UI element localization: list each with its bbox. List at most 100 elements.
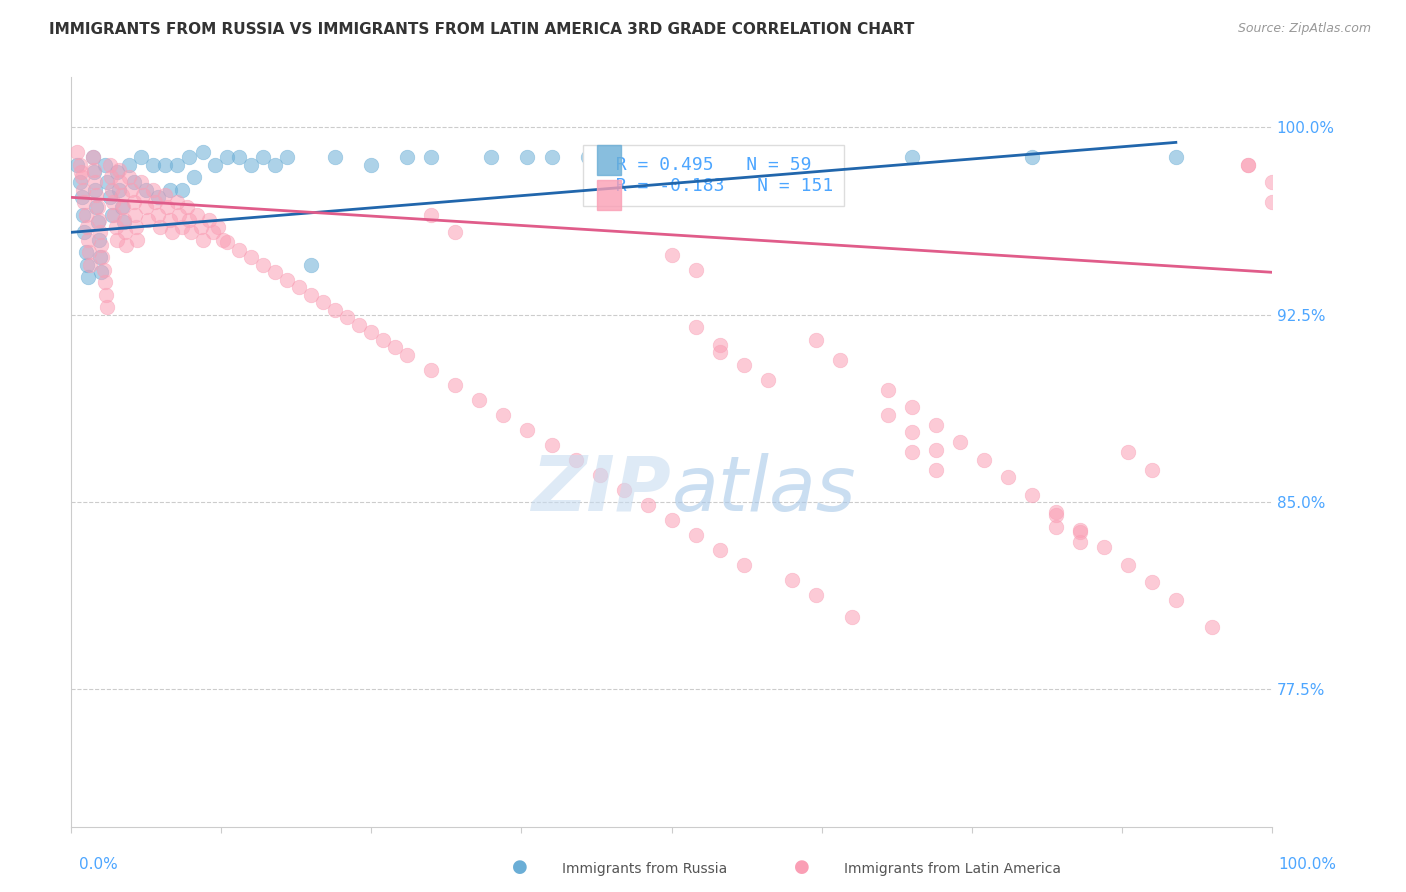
Point	[103, 208, 125, 222]
Point	[588, 467, 610, 482]
Point	[1069, 523, 1091, 537]
Point	[444, 225, 467, 239]
Point	[925, 417, 948, 432]
Point	[240, 158, 263, 172]
Point	[360, 158, 382, 172]
Point	[900, 425, 922, 439]
Point	[84, 183, 107, 197]
Point	[70, 170, 93, 185]
Point	[211, 233, 233, 247]
Point	[129, 175, 152, 189]
Point	[111, 200, 134, 214]
Point	[101, 208, 124, 222]
Point	[75, 245, 97, 260]
Point	[79, 258, 101, 272]
Point	[73, 195, 96, 210]
Text: ●: ●	[512, 858, 529, 876]
Point	[86, 215, 108, 229]
Point	[193, 145, 215, 160]
Point	[127, 233, 149, 247]
Text: Immigrants from Latin America: Immigrants from Latin America	[844, 862, 1060, 876]
Point	[122, 175, 145, 189]
Point	[105, 165, 128, 179]
Point	[1164, 150, 1187, 164]
Point	[180, 225, 202, 239]
Point	[516, 423, 538, 437]
Point	[166, 158, 188, 172]
Point	[177, 212, 200, 227]
Point	[1045, 520, 1067, 534]
Point	[252, 258, 274, 272]
Point	[828, 352, 851, 367]
Point	[112, 215, 135, 229]
Point	[900, 150, 922, 164]
Point	[1140, 575, 1163, 590]
Point	[201, 225, 224, 239]
Point	[709, 345, 731, 359]
Text: Source: ZipAtlas.com: Source: ZipAtlas.com	[1237, 22, 1371, 36]
Point	[420, 362, 443, 376]
Point	[276, 273, 298, 287]
Point	[72, 208, 94, 222]
Point	[540, 150, 562, 164]
Text: IMMIGRANTS FROM RUSSIA VS IMMIGRANTS FROM LATIN AMERICA 3RD GRADE CORRELATION CH: IMMIGRANTS FROM RUSSIA VS IMMIGRANTS FRO…	[49, 22, 914, 37]
Point	[90, 237, 112, 252]
Point	[733, 358, 755, 372]
Point	[516, 150, 538, 164]
Point	[100, 170, 122, 185]
Point	[325, 150, 347, 164]
Point	[468, 392, 491, 407]
Point	[114, 225, 136, 239]
Text: 100.0%: 100.0%	[1278, 857, 1337, 872]
Point	[876, 383, 898, 397]
Point	[90, 265, 112, 279]
Point	[89, 225, 111, 239]
Point	[142, 158, 165, 172]
Point	[204, 158, 226, 172]
Point	[98, 190, 121, 204]
Point	[86, 187, 108, 202]
Text: ZIP: ZIP	[531, 452, 672, 526]
Point	[96, 300, 118, 314]
Point	[925, 462, 948, 476]
Point	[1116, 445, 1139, 459]
Point	[973, 452, 995, 467]
Point	[841, 610, 863, 624]
Point	[540, 437, 562, 451]
Point	[207, 220, 229, 235]
Point	[1237, 158, 1260, 172]
Point	[169, 208, 191, 222]
Point	[876, 408, 898, 422]
Point	[170, 220, 193, 235]
Point	[112, 212, 135, 227]
Text: 0.0%: 0.0%	[79, 857, 118, 872]
Point	[69, 158, 91, 172]
Point	[396, 150, 419, 164]
Point	[325, 302, 347, 317]
Point	[110, 175, 132, 189]
Point	[166, 195, 188, 210]
Point	[66, 145, 89, 160]
Point	[252, 150, 274, 164]
Point	[105, 233, 128, 247]
Point	[264, 265, 287, 279]
Point	[183, 170, 205, 185]
Point	[66, 158, 89, 172]
Point	[108, 162, 131, 177]
Point	[91, 250, 114, 264]
Point	[115, 237, 138, 252]
Point	[146, 190, 169, 204]
Point	[177, 150, 200, 164]
Point	[661, 248, 683, 262]
Point	[900, 445, 922, 459]
Point	[276, 150, 298, 164]
Point	[228, 243, 250, 257]
Point	[153, 158, 176, 172]
Point	[264, 158, 287, 172]
Point	[104, 220, 127, 235]
Point	[685, 150, 707, 164]
Point	[1069, 525, 1091, 540]
Point	[159, 183, 181, 197]
Point	[77, 270, 100, 285]
Point	[186, 208, 208, 222]
